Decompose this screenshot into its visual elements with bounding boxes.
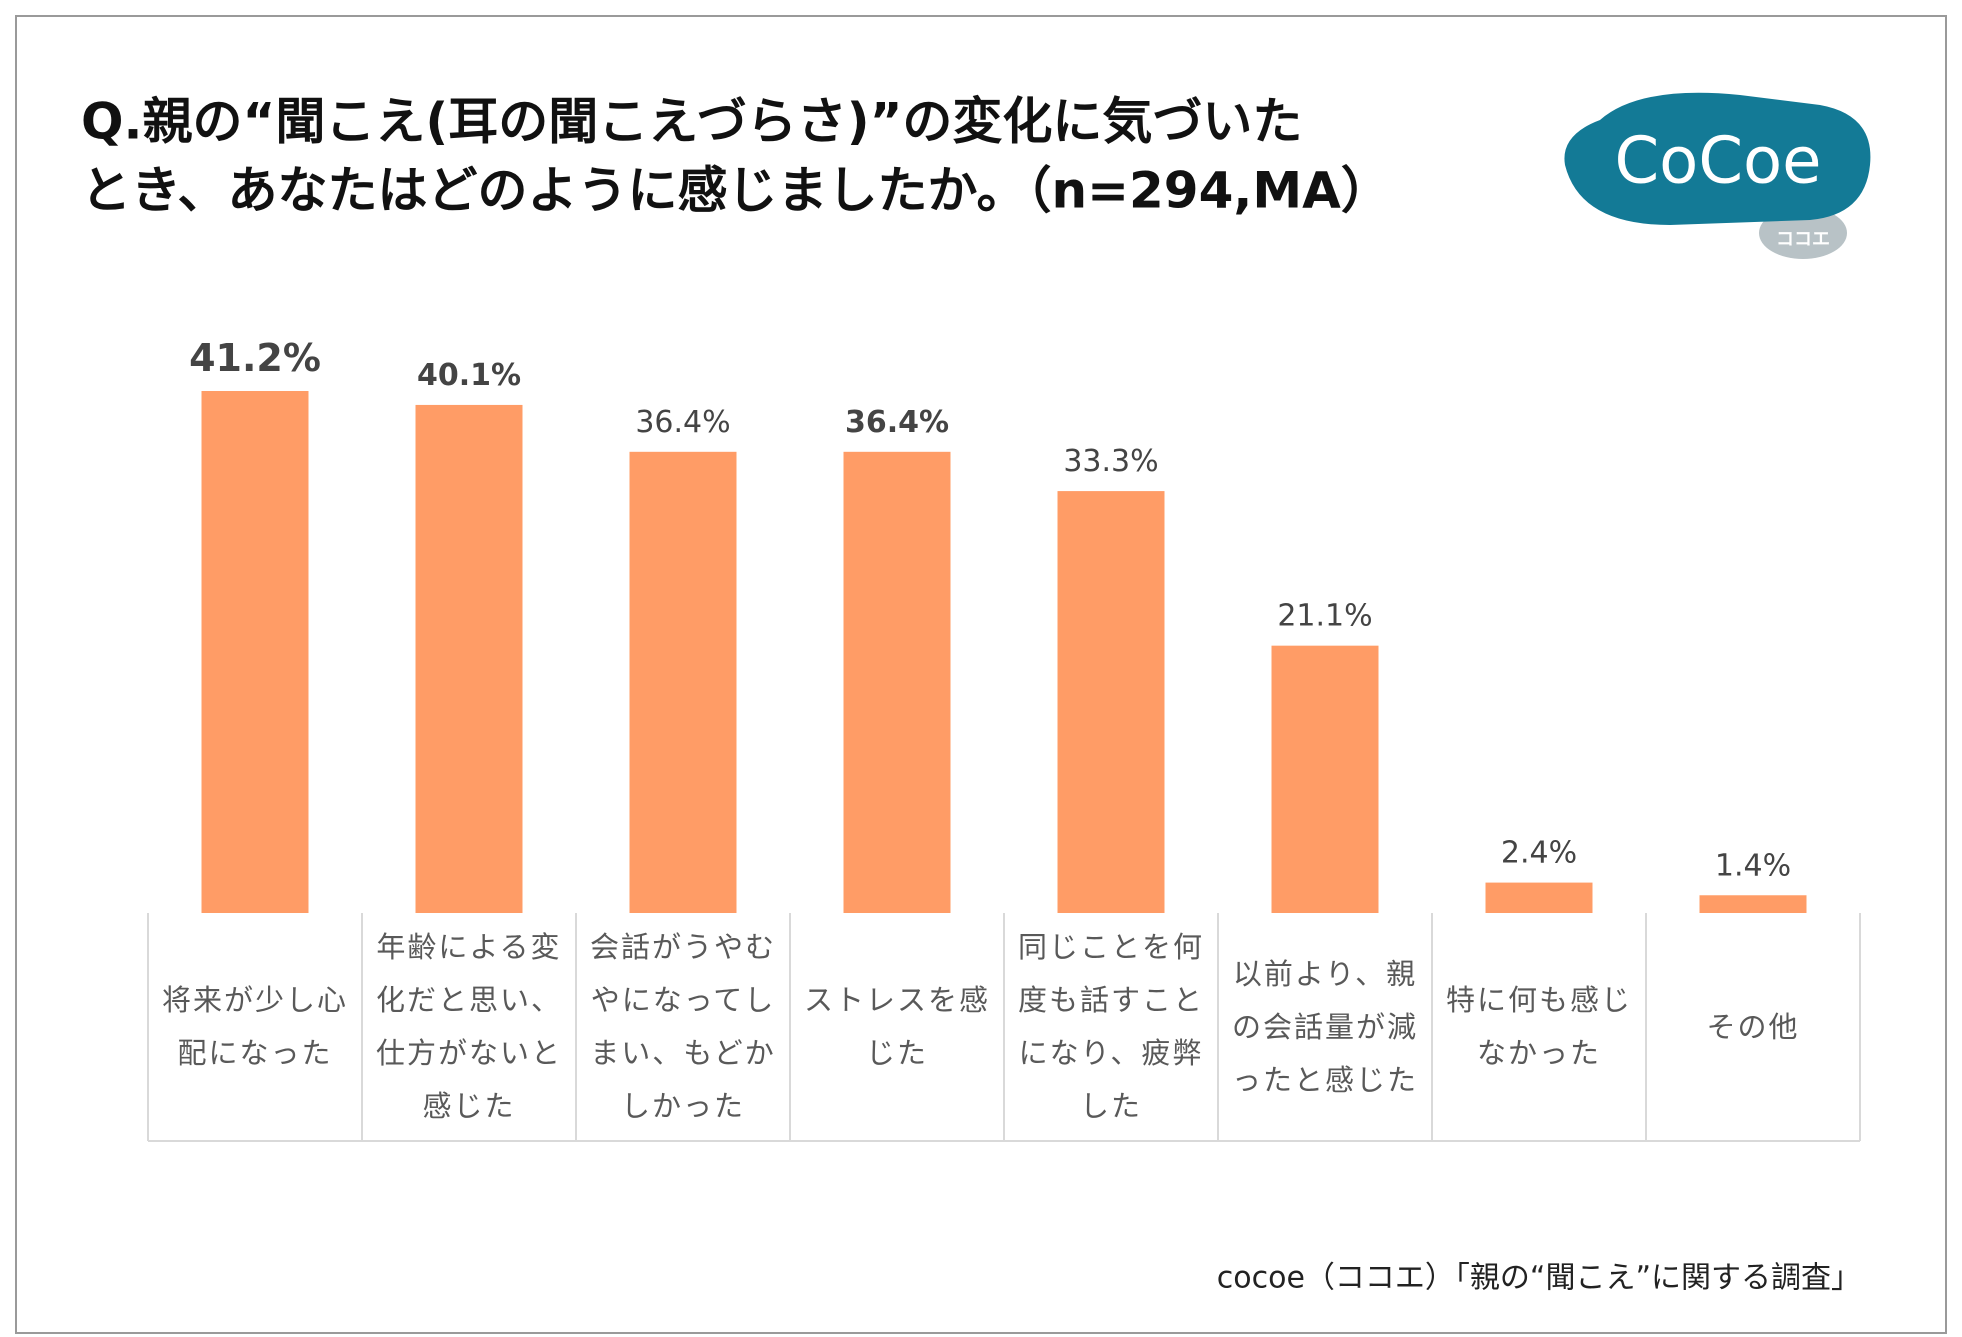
- x-tick-label-box: 会話がうやむやになってしまい、もどかしかった: [589, 930, 776, 1123]
- x-tick-label-box: 以前より、親の会話量が減ったと感じた: [1231, 956, 1418, 1097]
- x-tick-label: その他: [1706, 1009, 1800, 1044]
- logo-text: CoCoe: [1614, 125, 1821, 199]
- bar: [201, 390, 309, 914]
- data-label: 36.4%: [635, 405, 730, 440]
- data-label: 36.4%: [845, 405, 949, 440]
- bar: [629, 451, 737, 913]
- bar: [1699, 895, 1807, 913]
- x-tick-label-box: 同じことを何度も話すことになり、疲弊した: [1017, 930, 1204, 1123]
- bar: [415, 404, 523, 913]
- x-tick-label: ストレスを感じた: [803, 983, 990, 1070]
- chart-title: とき、あなたはどのように感じましたか。（n=294,MA）: [81, 162, 1391, 220]
- data-label: 41.2%: [189, 336, 321, 380]
- x-tick-label-box: 特に何も感じなかった: [1445, 983, 1632, 1070]
- bar: [843, 451, 951, 913]
- bar: [1271, 645, 1379, 913]
- x-tick-label: 将来が少し心配になった: [161, 983, 348, 1070]
- x-tick-label: 年齢による変化だと思い、仕方がないと感じた: [375, 930, 562, 1123]
- data-label: 1.4%: [1715, 848, 1791, 883]
- bar: [1485, 882, 1593, 913]
- x-tick-label-box: 年齢による変化だと思い、仕方がないと感じた: [375, 930, 562, 1123]
- data-label: 40.1%: [417, 358, 521, 393]
- bar: [1057, 491, 1165, 913]
- logo-shape: [1564, 92, 1871, 226]
- data-label: 2.4%: [1501, 836, 1577, 871]
- chart-title: Q.親の“聞こえ(耳の聞こえづらさ)”の変化に気づいた: [81, 93, 1302, 151]
- x-tick-label: 同じことを何度も話すことになり、疲弊した: [1017, 930, 1204, 1123]
- data-label: 33.3%: [1063, 444, 1158, 479]
- x-tick-label: 以前より、親の会話量が減ったと感じた: [1231, 956, 1418, 1097]
- x-tick-label-box: 将来が少し心配になった: [161, 983, 348, 1070]
- logo-sub: ココエ: [1776, 229, 1830, 250]
- x-tick-label: 会話がうやむやになってしまい、もどかしかった: [589, 930, 776, 1123]
- x-tick-label-box: ストレスを感じた: [803, 983, 990, 1070]
- logo: CoCoe ココエ: [1564, 92, 1871, 259]
- x-tick-label: 特に何も感じなかった: [1445, 983, 1632, 1070]
- frame: [15, 15, 1947, 1334]
- data-label: 21.1%: [1277, 599, 1372, 634]
- source: cocoe（ココエ）「親の“聞こえ”に関する調査」: [1217, 1261, 1861, 1296]
- x-tick-label-box: その他: [1706, 1009, 1800, 1044]
